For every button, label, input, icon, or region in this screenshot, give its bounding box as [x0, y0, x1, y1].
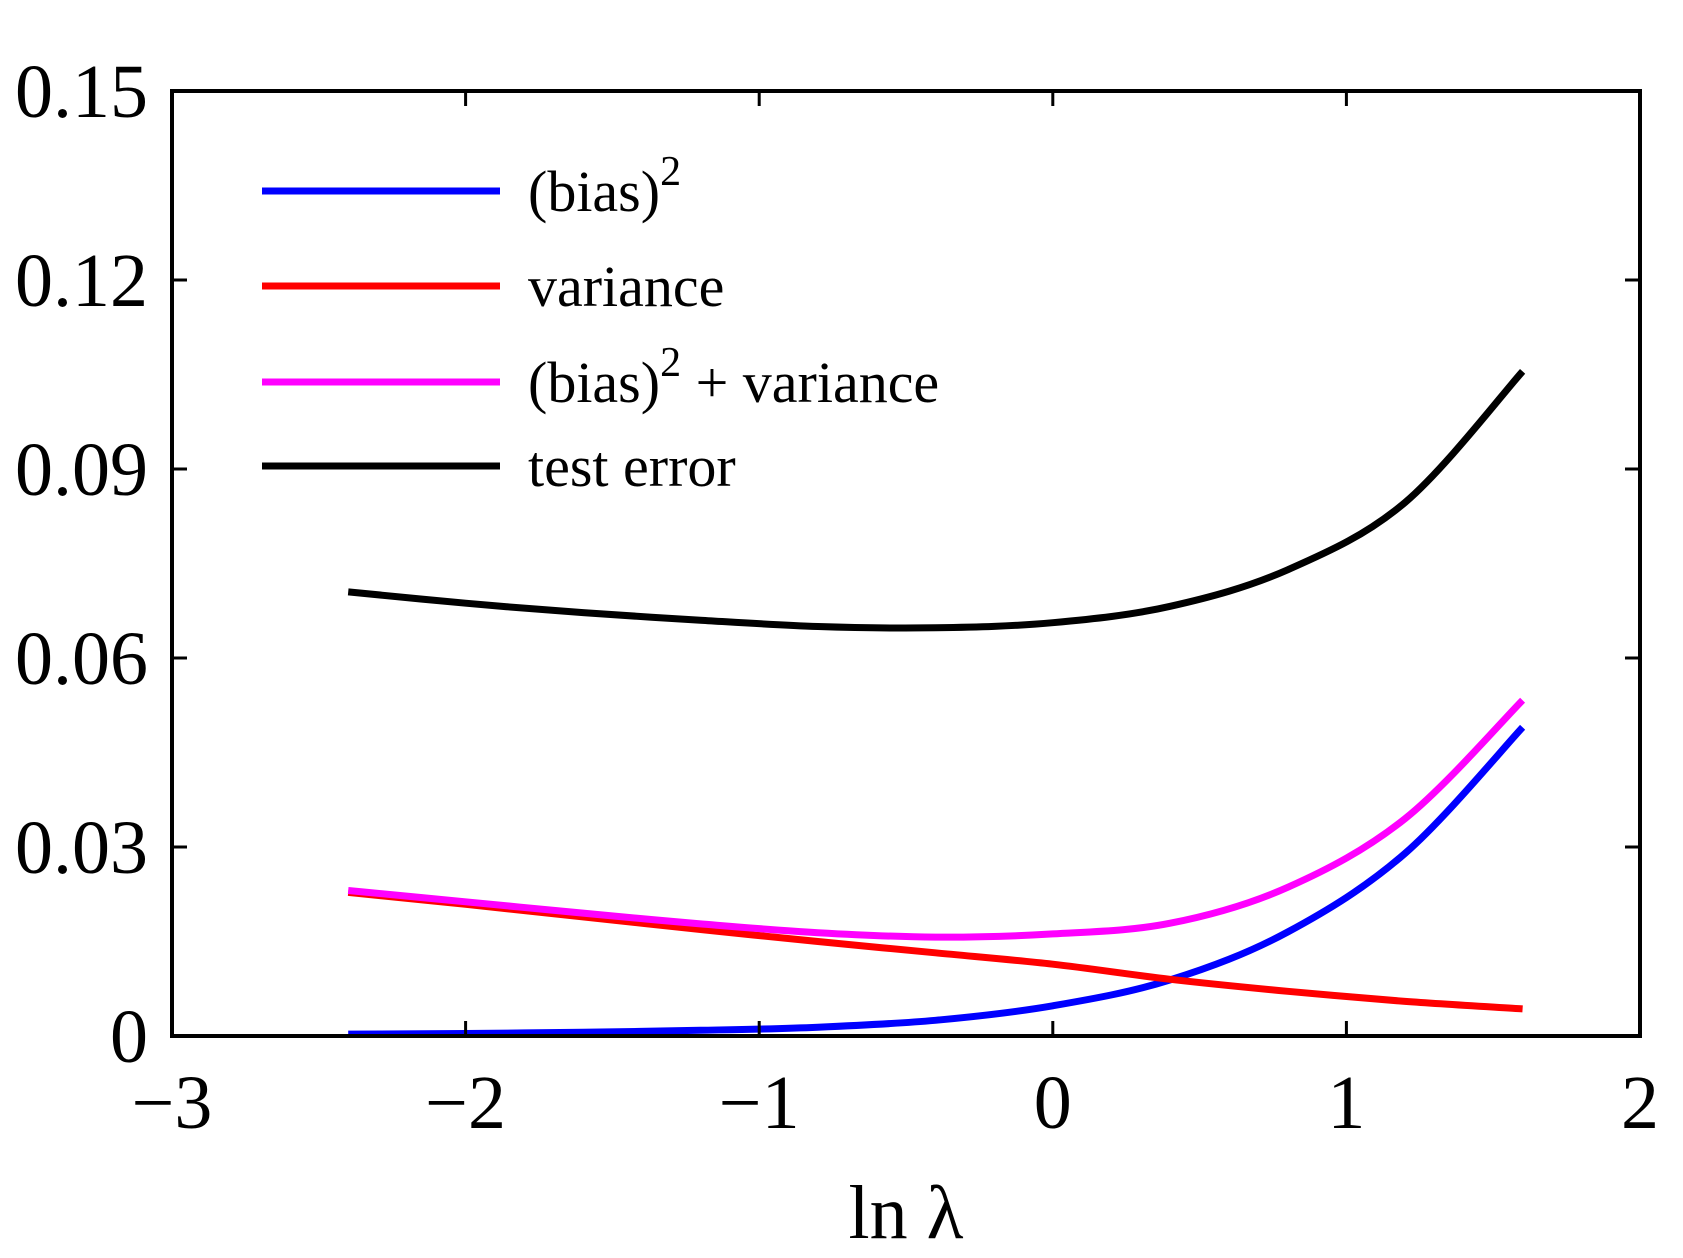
- x-tick-label: −2: [425, 1061, 506, 1145]
- x-tick-label: −3: [132, 1061, 213, 1145]
- y-tick-label: 0.15: [15, 50, 148, 134]
- axis-ticks: −3 −2 −1 0 1 2 0 0.03 0.06 0.09 0.12 0.15: [15, 50, 1659, 1145]
- legend: (bias)2 variance (bias)2 + variance test er…: [262, 149, 939, 499]
- y-tick-label: 0.03: [15, 806, 148, 890]
- y-tick-label: 0.06: [15, 617, 148, 701]
- x-tick-label: −1: [719, 1061, 800, 1145]
- x-tick-label: 2: [1621, 1061, 1659, 1145]
- legend-label: (bias)2 + variance: [528, 340, 939, 415]
- y-tick-label: 0: [110, 995, 148, 1079]
- series-line-bias-2-variance: [347, 697, 1526, 941]
- x-tick-label: 1: [1327, 1061, 1365, 1145]
- x-tick-label: 0: [1034, 1061, 1072, 1145]
- series-layer: [347, 369, 1526, 1038]
- y-tick-label: 0.12: [15, 239, 148, 323]
- series-line-test-error: [347, 369, 1526, 632]
- legend-label: variance: [528, 254, 724, 319]
- plot-area-frame: [170, 89, 1642, 1038]
- x-axis-label: ln λ: [849, 1171, 964, 1255]
- series-line-bias-2: [348, 724, 1526, 1038]
- y-tick-label: 0.09: [15, 428, 148, 512]
- legend-label: test error: [528, 434, 736, 499]
- legend-label: (bias)2: [528, 149, 681, 224]
